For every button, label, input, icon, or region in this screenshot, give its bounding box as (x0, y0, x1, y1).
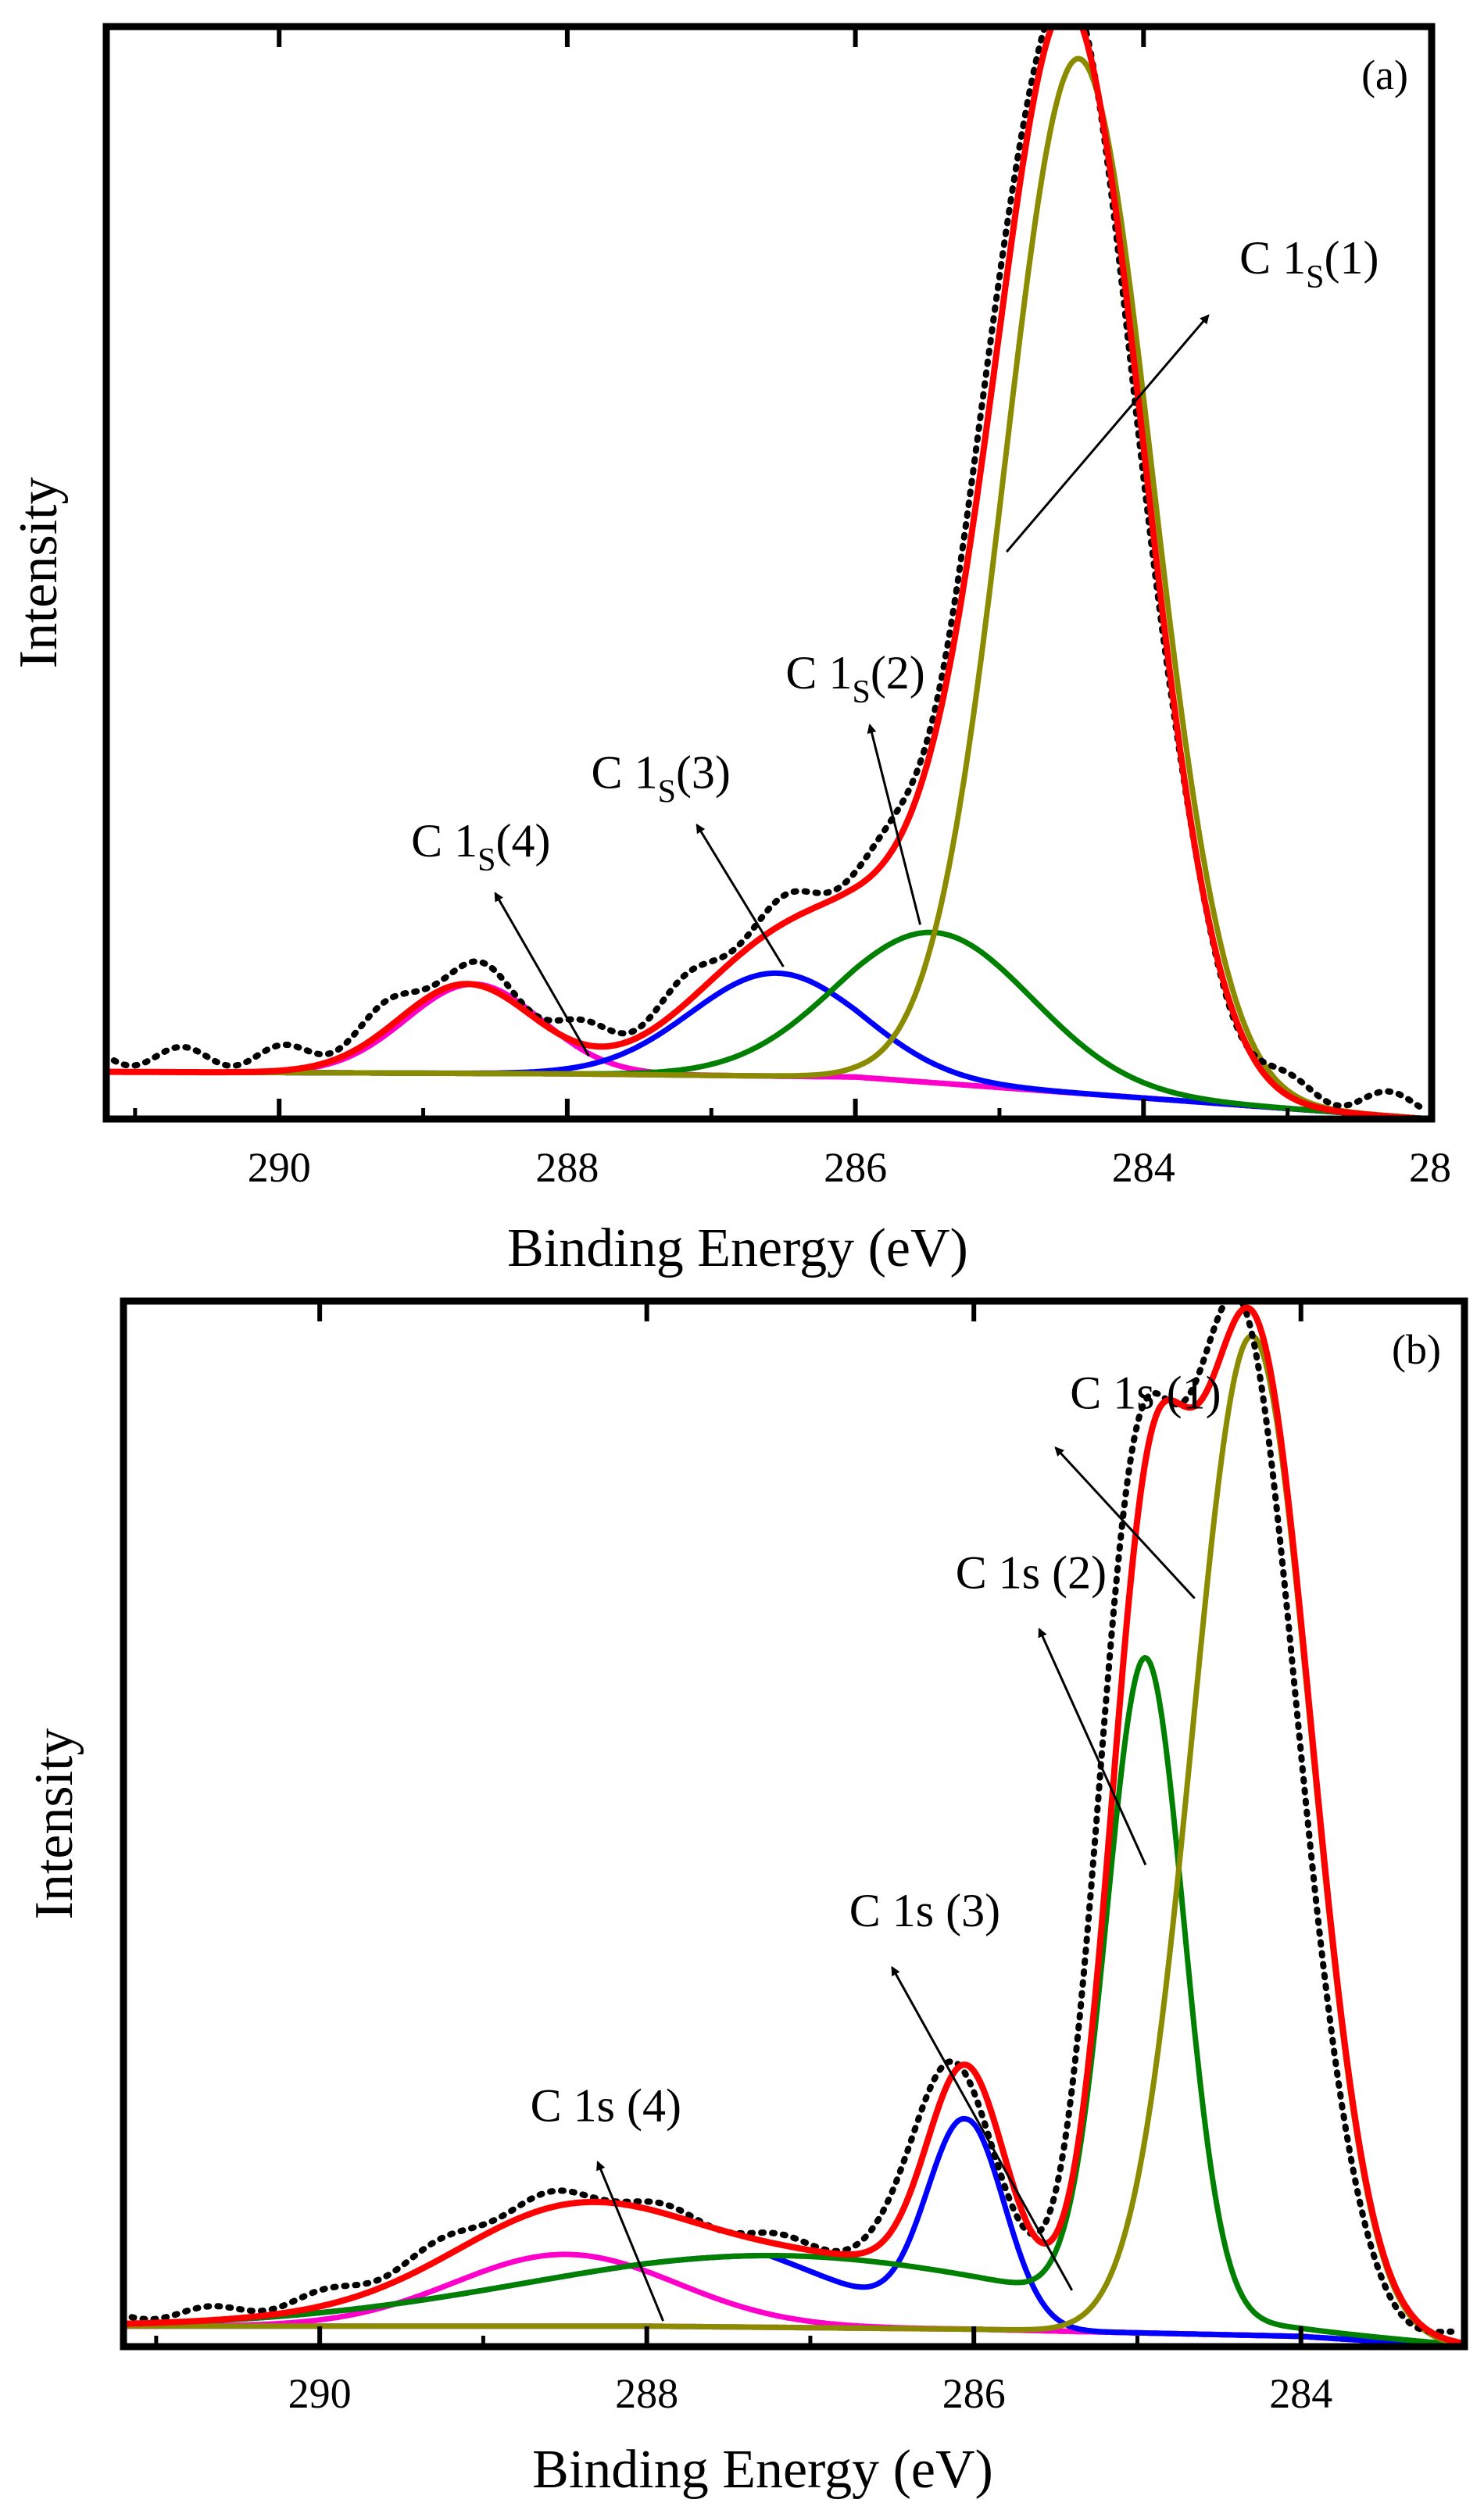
x-tick-label: 288 (535, 1144, 599, 1191)
annotation-arrow-3 (696, 823, 785, 967)
envelope-fit (123, 1304, 1464, 2347)
experimental-data (106, 27, 1424, 1110)
annotation-label-2: C 1S(2) (785, 647, 924, 710)
annotation-arrow-4 (596, 2161, 664, 2322)
x-axis-title: Binding Energy (eV) (507, 1218, 968, 1278)
annotation-label-1: C 1s (1) (1070, 1368, 1221, 1419)
panel-a: 290 288 286 284 28 Binding Energy (eV) Intensi… (9, 23, 1451, 1278)
x-tick-label: 284 (1269, 2370, 1332, 2417)
background-line (106, 1069, 1432, 1119)
annotation-label-4: C 1S(4) (411, 815, 550, 878)
annotation-arrow-4 (494, 892, 590, 1057)
curves-group (106, 27, 1432, 1119)
x-tick-label: 290 (288, 2370, 352, 2417)
annotation-label-1: C 1S(1) (1239, 232, 1379, 295)
experimental-data (123, 1301, 1455, 2336)
x-tick-label: 284 (1112, 1144, 1175, 1191)
x-axis-title: Binding Energy (eV) (532, 2440, 993, 2500)
peak-1-curve (106, 55, 1432, 1119)
annotation-arrow-1 (1006, 314, 1210, 553)
annotation-label-3: C 1s (3) (849, 1885, 1000, 1936)
annotation-label-4: C 1s (4) (531, 2079, 681, 2131)
annotation-arrow-1 (1054, 1446, 1196, 1600)
peak-1-curve (123, 1333, 1464, 2347)
annotation-arrow-3 (891, 1965, 1074, 2291)
peak-4-curve (123, 2251, 1464, 2347)
y-axis-title: Intensity (9, 477, 69, 669)
envelope-fit (106, 27, 1426, 1119)
panel-b: 290 288 286 284 Binding Energy (eV) Intensity… (24, 1297, 1468, 2500)
annotation-arrow-2 (1038, 1627, 1147, 1866)
annotation-label-2: C 1s (2) (956, 1546, 1107, 1598)
curves-group (123, 1301, 1464, 2347)
peak-2-curve (123, 1655, 1464, 2347)
y-axis-title: Intensity (24, 1729, 84, 1920)
panel-label: (b) (1392, 1326, 1441, 1373)
peak-2-curve (106, 929, 1432, 1119)
annotation-arrow-2 (867, 723, 922, 925)
x-tick-label: 288 (615, 2370, 678, 2417)
panel-label: (a) (1361, 52, 1408, 98)
x-tick-label: 286 (824, 1144, 887, 1191)
x-tick-label: 28 (1409, 1144, 1451, 1191)
x-tick-label: 286 (942, 2370, 1006, 2417)
plot-frame (102, 23, 1436, 1123)
x-tick-label: 290 (248, 1144, 311, 1191)
annotation-label-3: C 1S(3) (592, 747, 731, 810)
plot-frame (120, 1297, 1468, 2351)
